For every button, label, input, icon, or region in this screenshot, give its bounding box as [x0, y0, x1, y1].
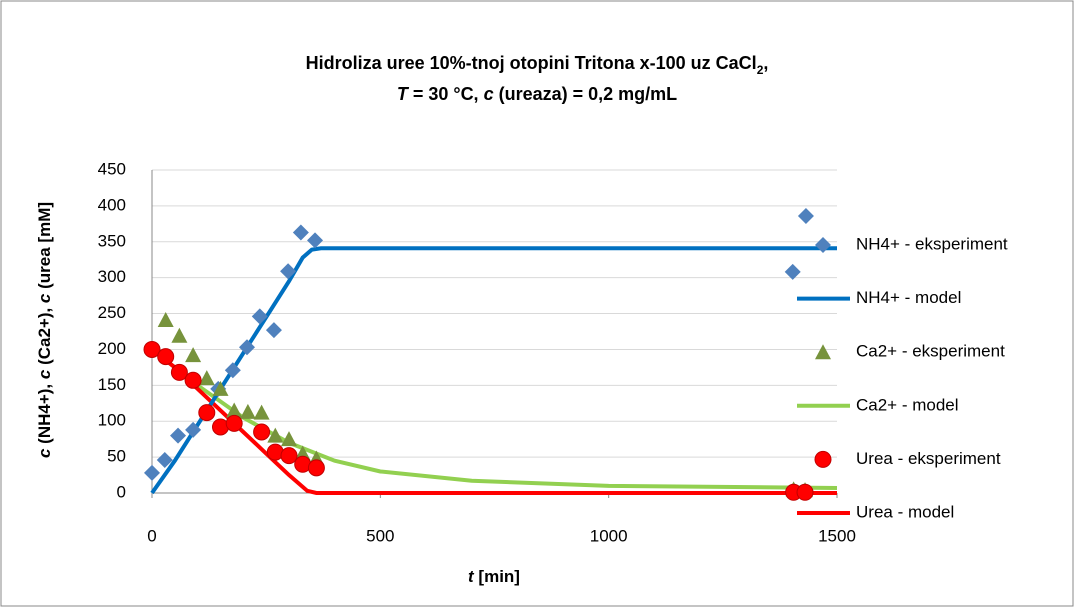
- circle-marker: [225, 414, 243, 432]
- diamond-marker: [784, 263, 801, 280]
- text-part: c: [35, 293, 54, 303]
- text-part: 2: [757, 63, 764, 77]
- text-part: T: [397, 84, 410, 104]
- text-part: (ureaza) = 0,2 mg/mL: [494, 84, 678, 104]
- text-part: (urea [mM]: [35, 202, 54, 294]
- diamond-marker: [185, 421, 202, 438]
- diamond-marker: [265, 322, 282, 339]
- y-tick-label: 400: [98, 195, 126, 214]
- triangle-marker: [185, 347, 202, 363]
- y-tick-label: 350: [98, 231, 126, 250]
- circle-marker: [814, 450, 832, 468]
- diamond-marker: [280, 263, 297, 280]
- y-tick-label: 0: [117, 482, 126, 501]
- y-tick-label: 150: [98, 375, 126, 394]
- x-tick-label: 500: [366, 526, 394, 545]
- diamond-marker: [292, 224, 309, 241]
- x-tick-label: 0: [147, 526, 156, 545]
- triangle-marker: [171, 327, 188, 343]
- triangle-marker: [239, 403, 256, 419]
- text-part: (NH4+),: [35, 379, 54, 448]
- triangle-marker: [226, 402, 243, 418]
- diamond-marker: [224, 362, 241, 379]
- model-line: [150, 347, 838, 490]
- y-tick-label: 50: [107, 447, 126, 466]
- diamond-marker: [307, 232, 324, 249]
- legend-label: Ca2+ - model: [856, 395, 959, 414]
- diamond-marker: [797, 207, 814, 224]
- text-part: (Ca2+),: [35, 303, 54, 370]
- triangle-marker: [815, 344, 831, 360]
- circle-marker: [184, 371, 202, 389]
- circle-marker: [198, 404, 216, 422]
- circle-marker: [253, 423, 271, 441]
- y-tick-label: 100: [98, 411, 126, 430]
- chart-title: Hidroliza uree 10%-tnoj otopini Tritona …: [306, 53, 769, 77]
- circle-marker: [307, 459, 325, 477]
- text-part: [min]: [474, 567, 520, 586]
- x-tick-label: 1500: [818, 526, 856, 545]
- triangle-marker: [294, 445, 311, 461]
- text-part: ,: [763, 53, 768, 73]
- y-tick-label: 200: [98, 339, 126, 358]
- y-axis-label: c (NH4+), c (Ca2+), c (urea [mM]: [35, 202, 54, 458]
- circle-marker: [796, 483, 814, 501]
- circle-marker: [170, 363, 188, 381]
- triangle-marker: [267, 427, 284, 443]
- diamond-marker: [156, 451, 173, 468]
- legend-label: NH4+ - model: [856, 288, 961, 307]
- text-part: t: [468, 567, 475, 586]
- text-part: c: [35, 448, 54, 458]
- circle-marker: [280, 447, 298, 465]
- diamond-marker: [815, 237, 831, 253]
- text-part: Hidroliza uree 10%-tnoj otopini Tritona …: [306, 53, 757, 73]
- text-part: = 30 °C,: [408, 84, 484, 104]
- triangle-marker: [198, 370, 215, 386]
- y-tick-label: 450: [98, 159, 126, 178]
- diamond-marker: [144, 464, 160, 481]
- legend-label: Urea - eksperiment: [856, 449, 1001, 468]
- legend-label: Ca2+ - eksperiment: [856, 342, 1005, 361]
- circle-marker: [157, 348, 175, 366]
- x-axis-label: t [min]: [468, 567, 520, 586]
- x-tick-label: 1000: [590, 526, 628, 545]
- legend-label: NH4+ - eksperiment: [856, 234, 1008, 253]
- diamond-marker: [251, 308, 268, 325]
- text-part: c: [484, 84, 494, 104]
- triangle-marker: [281, 431, 297, 447]
- diamond-marker: [238, 339, 255, 356]
- diamond-marker: [170, 427, 187, 444]
- triangle-marker: [212, 380, 229, 396]
- circle-marker: [143, 340, 161, 358]
- legend-label: Urea - model: [856, 502, 954, 521]
- y-tick-label: 300: [98, 267, 126, 286]
- text-part: c: [35, 369, 54, 379]
- chart-title: T = 30 °C, c (ureaza) = 0,2 mg/mL: [397, 84, 677, 104]
- triangle-marker: [157, 312, 174, 328]
- y-tick-label: 250: [98, 303, 126, 322]
- triangle-marker: [253, 404, 270, 420]
